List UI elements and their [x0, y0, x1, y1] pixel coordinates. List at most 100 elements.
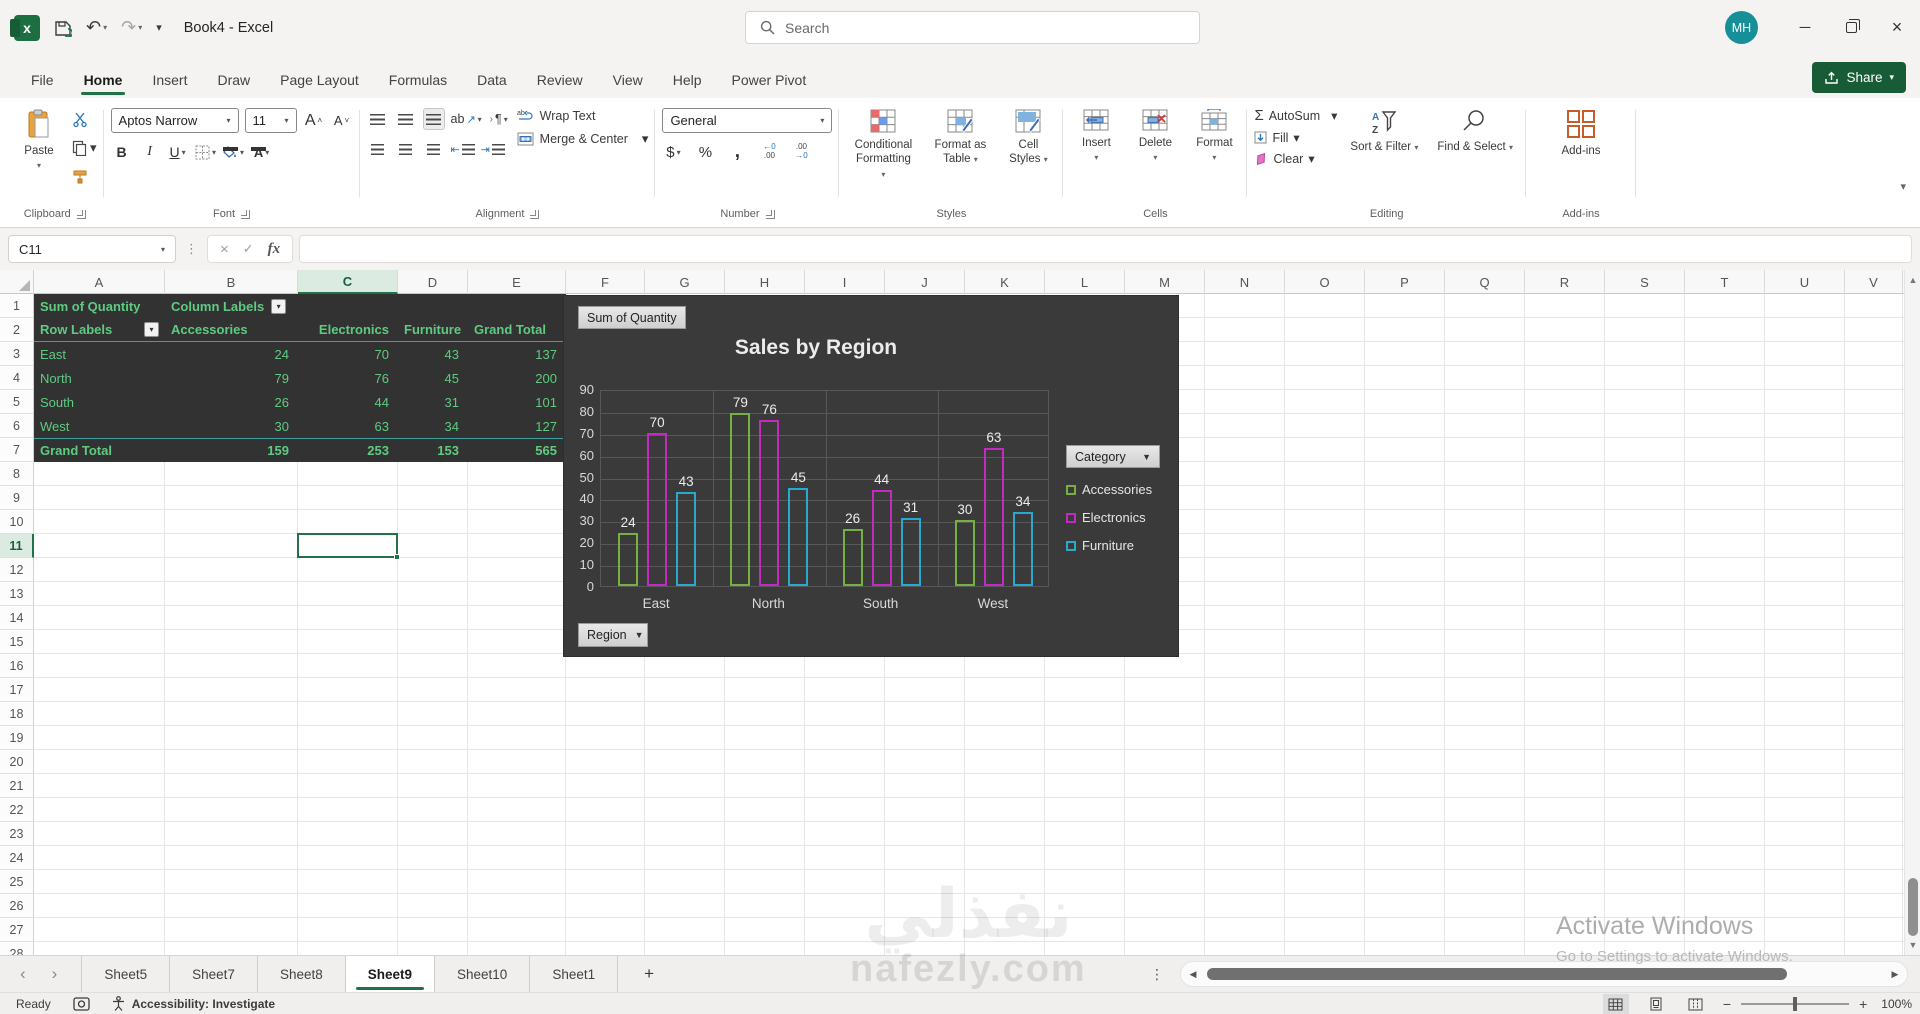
align-center-button[interactable] [395, 138, 417, 160]
zoom-in-icon[interactable]: + [1859, 996, 1868, 1012]
number-dialog-launcher[interactable] [765, 209, 775, 219]
decrease-indent-button[interactable]: ⇤ [451, 138, 475, 160]
customize-qat-button[interactable]: ▾ [156, 22, 162, 34]
addins-button[interactable]: Add-ins [1555, 104, 1607, 163]
select-all-corner[interactable] [0, 270, 34, 294]
scroll-down-icon[interactable]: ▼ [1908, 940, 1918, 950]
accessibility-status[interactable]: Accessibility: Investigate [112, 996, 275, 1011]
column-header-M[interactable]: M [1125, 270, 1205, 294]
pivot-value-cell[interactable]: 31 [444, 394, 459, 410]
column-header-N[interactable]: N [1205, 270, 1285, 294]
ribbon-tab-formulas[interactable]: Formulas [388, 72, 448, 88]
column-header-R[interactable]: R [1525, 270, 1605, 294]
ribbon-tab-file[interactable]: File [31, 72, 54, 88]
normal-view-button[interactable] [1602, 994, 1629, 1014]
font-color-button[interactable]: A ▾ [251, 141, 273, 163]
ribbon-tab-view[interactable]: View [612, 72, 643, 88]
sheet-tab-sheet8[interactable]: Sheet8 [258, 956, 346, 992]
save-button[interactable] [54, 19, 72, 37]
row-header-7[interactable]: 7 [0, 438, 34, 462]
pivot-value-cell[interactable]: 127 [535, 418, 557, 434]
axis-field-button[interactable]: Region ▼ [578, 623, 648, 647]
close-button[interactable]: × [1891, 17, 1903, 37]
bar-accessories-west[interactable] [954, 520, 975, 586]
align-left-button[interactable] [367, 138, 389, 160]
ribbon-tab-page-layout[interactable]: Page Layout [280, 72, 359, 88]
vertical-scroll-thumb[interactable] [1908, 878, 1918, 936]
borders-button[interactable]: ▾ [195, 141, 217, 163]
italic-button[interactable]: I [147, 144, 152, 159]
increase-decimal-button[interactable]: ←0.00 [763, 142, 776, 160]
horizontal-scrollbar[interactable]: ◀ ▶ [1180, 961, 1908, 987]
orientation-button[interactable]: ab ↗ ▾ [450, 112, 482, 126]
column-header-H[interactable]: H [725, 270, 805, 294]
row-header-5[interactable]: 5 [0, 390, 34, 414]
ribbon-tab-review[interactable]: Review [536, 72, 583, 88]
sheet-tab-sheet5[interactable]: Sheet5 [81, 956, 171, 992]
ribbon-tab-insert[interactable]: Insert [152, 72, 188, 88]
bar-electronics-south[interactable] [871, 489, 892, 586]
delete-cells-button[interactable]: Delete ▾ [1129, 104, 1181, 170]
increase-font-button[interactable]: A ˄ [304, 111, 323, 129]
clear-button[interactable]: Clear ▾ [1254, 151, 1337, 166]
pivot-row-label-north[interactable]: North [40, 370, 72, 386]
row-header-3[interactable]: 3 [0, 342, 34, 366]
format-cells-button[interactable]: Format ▾ [1188, 104, 1240, 170]
bar-accessories-east[interactable] [618, 533, 639, 586]
row-header-16[interactable]: 16 [0, 654, 34, 678]
column-header-C[interactable]: C [298, 270, 398, 294]
share-button[interactable]: Share ▾ [1812, 62, 1906, 93]
next-sheet-button[interactable]: › [51, 964, 58, 983]
zoom-out-icon[interactable]: − [1722, 996, 1732, 1012]
row-header-8[interactable]: 8 [0, 462, 34, 486]
formula-input[interactable] [299, 235, 1912, 263]
bar-accessories-north[interactable] [730, 413, 751, 586]
align-right-button[interactable] [423, 138, 445, 160]
pivot-row-label-east[interactable]: East [40, 346, 67, 362]
wrap-text-button[interactable]: ab Wrap Text [516, 108, 596, 123]
add-sheet-button[interactable]: + [644, 964, 655, 983]
row-header-12[interactable]: 12 [0, 558, 34, 582]
pivot-value-cell[interactable]: 79 [274, 370, 289, 386]
insert-cells-button[interactable]: Insert ▾ [1070, 104, 1122, 170]
legend-field-button[interactable]: Category ▼ [1066, 445, 1160, 468]
row-header-26[interactable]: 26 [0, 894, 34, 918]
pivot-value-cell[interactable]: 26 [274, 394, 289, 410]
column-header-B[interactable]: B [165, 270, 298, 294]
row-header-28[interactable]: 28 [0, 942, 34, 955]
horizontal-scroll-thumb[interactable] [1207, 968, 1787, 980]
insert-function-icon[interactable]: fx [267, 240, 281, 257]
column-header-O[interactable]: O [1285, 270, 1365, 294]
bar-electronics-east[interactable] [647, 432, 668, 586]
row-header-20[interactable]: 20 [0, 750, 34, 774]
column-header-D[interactable]: D [398, 270, 468, 294]
selected-cell-C11[interactable] [297, 533, 400, 560]
pivot-row-label-west[interactable]: West [40, 418, 70, 434]
row-header-4[interactable]: 4 [0, 366, 34, 390]
row-header-11[interactable]: 11 [0, 534, 34, 558]
name-box[interactable]: C11 ▾ [8, 235, 176, 263]
row-header-6[interactable]: 6 [0, 414, 34, 438]
minimize-button[interactable]: ─ [1799, 19, 1811, 36]
row-header-23[interactable]: 23 [0, 822, 34, 846]
align-bottom-button[interactable] [422, 108, 445, 130]
row-header-24[interactable]: 24 [0, 846, 34, 870]
row-header-2[interactable]: 2 [0, 318, 34, 342]
row-header-13[interactable]: 13 [0, 582, 34, 606]
sheet-tab-sheet1[interactable]: Sheet1 [530, 956, 619, 992]
number-format-select[interactable]: General ▾ [662, 108, 833, 133]
fill-button[interactable]: Fill ▾ [1254, 130, 1337, 145]
ribbon-tab-data[interactable]: Data [477, 72, 507, 88]
row-header-1[interactable]: 1 [0, 294, 34, 318]
pivot-value-cell[interactable]: 76 [374, 370, 389, 386]
row-header-14[interactable]: 14 [0, 606, 34, 630]
currency-button[interactable]: $ ▾ [666, 143, 681, 161]
decrease-font-button[interactable]: A ˅ [333, 113, 350, 128]
scroll-right-icon[interactable]: ▶ [1891, 968, 1899, 979]
ribbon-tab-power-pivot[interactable]: Power Pivot [731, 72, 807, 88]
reading-order-button[interactable]: › ¶ ▾ [489, 112, 508, 126]
cell-styles-button[interactable]: Cell Styles ▾ [1000, 104, 1056, 172]
column-header-U[interactable]: U [1765, 270, 1845, 294]
row-header-15[interactable]: 15 [0, 630, 34, 654]
